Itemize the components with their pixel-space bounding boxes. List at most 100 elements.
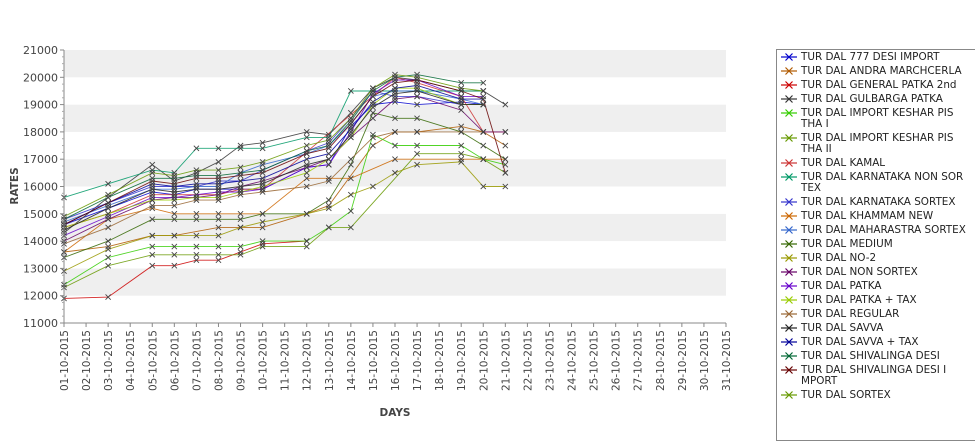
- data-point-marker: [105, 262, 112, 269]
- data-point-marker: [149, 194, 156, 201]
- data-point-marker: [370, 134, 376, 141]
- line-chart: 11000 12000 13000 14000 15000 16000 17000 18000…: [9, 44, 733, 419]
- data-point-marker: [370, 85, 376, 92]
- data-point-marker: [347, 161, 354, 168]
- data-point-marker: [392, 93, 398, 100]
- x-tick-label: 08-10-2015: [213, 330, 225, 391]
- data-point-marker: [105, 180, 112, 187]
- x-tick-label: 29-10-2015: [677, 330, 689, 391]
- data-point-marker: [105, 238, 112, 245]
- data-point-marker: [105, 254, 112, 261]
- legend-item: TUR DAL SHIVALINGA DESI I MPORT: [777, 363, 975, 388]
- y-tick-label: 20000: [23, 71, 58, 84]
- data-point-marker: [237, 243, 244, 250]
- data-point-marker: [303, 183, 310, 190]
- data-point-marker: [392, 128, 398, 135]
- legend-item: TUR DAL KARNATAKA NON SOR TEX: [777, 170, 975, 195]
- data-point-marker: [370, 90, 376, 97]
- data-point-marker: [105, 205, 112, 212]
- legend-label: TUR DAL GENERAL PATKA 2nd: [801, 79, 957, 91]
- data-point-marker: [303, 169, 310, 176]
- legend-label: TUR DAL NO-2: [801, 252, 877, 264]
- data-point-marker: [414, 85, 420, 92]
- data-point-marker: [480, 96, 487, 103]
- data-point-marker: [414, 128, 420, 135]
- data-point-marker: [193, 167, 200, 174]
- legend-marker-icon: [781, 254, 797, 262]
- data-point-marker: [193, 180, 200, 187]
- data-point-marker: [149, 262, 156, 269]
- grid-band: [64, 50, 726, 78]
- data-point-marker: [303, 148, 310, 154]
- data-point-marker: [259, 183, 266, 190]
- y-tick-label: 11000: [23, 317, 58, 330]
- y-tick-label: 18000: [23, 126, 58, 139]
- data-point-marker: [259, 238, 266, 245]
- legend-label: TUR DAL 777 DESI IMPORT: [801, 51, 940, 63]
- data-point-marker: [259, 240, 266, 247]
- legend-item: TUR DAL KHAMMAM NEW: [777, 209, 975, 223]
- data-point-marker: [237, 169, 244, 176]
- legend-label: TUR DAL SAVVA + TAX: [801, 336, 919, 348]
- data-point-marker: [149, 232, 156, 239]
- chart-legend: TUR DAL 777 DESI IMPORT TUR DAL ANDRA MAR…: [776, 49, 975, 441]
- data-point-marker: [149, 216, 156, 223]
- x-tick-label: 23-10-2015: [544, 330, 556, 391]
- data-point-marker: [193, 172, 200, 179]
- data-point-marker: [502, 161, 509, 168]
- legend-marker-icon: [781, 173, 797, 181]
- data-point-marker: [414, 71, 420, 78]
- data-point-marker: [193, 183, 200, 190]
- data-point-marker: [171, 262, 178, 269]
- x-tick-label: 11-10-2015: [280, 330, 292, 391]
- legend-item: TUR DAL SAVVA + TAX: [777, 335, 975, 349]
- data-point-marker: [480, 156, 487, 163]
- data-point-marker: [215, 251, 222, 258]
- legend-label: TUR DAL IMPORT KESHAR PIS THA I: [801, 107, 954, 130]
- legend-marker-icon: [781, 391, 797, 399]
- grid-band: [64, 268, 726, 296]
- x-tick-label: 01-10-2015: [59, 330, 71, 391]
- data-point-marker: [215, 180, 222, 187]
- legend-marker-icon: [781, 366, 797, 374]
- data-point-marker: [215, 216, 222, 223]
- y-tick-label: 14000: [23, 235, 58, 248]
- data-point-marker: [502, 183, 509, 190]
- data-point-marker: [480, 142, 487, 149]
- data-point-marker: [149, 178, 156, 184]
- data-point-marker: [193, 191, 200, 198]
- data-point-marker: [458, 156, 465, 163]
- data-point-marker: [392, 74, 398, 81]
- data-point-marker: [215, 191, 222, 198]
- data-point-marker: [149, 191, 156, 198]
- data-point-marker: [347, 126, 354, 133]
- data-point-marker: [149, 175, 156, 182]
- data-point-marker: [215, 159, 222, 165]
- data-point-marker: [325, 175, 332, 182]
- data-point-marker: [259, 243, 266, 250]
- data-point-marker: [458, 88, 465, 94]
- data-point-marker: [502, 101, 509, 108]
- data-point-marker: [215, 194, 222, 201]
- legend-item: TUR DAL PATKA: [777, 279, 975, 293]
- x-tick-label: 21-10-2015: [500, 330, 512, 391]
- legend-marker-icon: [781, 310, 797, 318]
- data-point-marker: [370, 104, 376, 111]
- data-point-marker: [325, 161, 332, 168]
- x-tick-label: 31-10-2015: [721, 330, 733, 391]
- legend-item: TUR DAL SAVVA: [777, 321, 975, 335]
- data-point-marker: [237, 251, 244, 258]
- data-point-marker: [171, 243, 178, 250]
- data-point-marker: [259, 180, 266, 187]
- data-point-marker: [237, 224, 244, 231]
- data-point-marker: [458, 96, 465, 103]
- data-point-marker: [171, 172, 178, 179]
- legend-item: TUR DAL 777 DESI IMPORT: [777, 50, 975, 64]
- data-point-marker: [259, 161, 266, 168]
- data-point-marker: [237, 178, 244, 184]
- data-point-marker: [480, 183, 487, 190]
- data-point-marker: [193, 194, 200, 201]
- y-tick-label: 17000: [23, 153, 58, 166]
- legend-item: TUR DAL REGULAR: [777, 307, 975, 321]
- legend-label: TUR DAL KARNATAKA NON SOR TEX: [801, 171, 964, 194]
